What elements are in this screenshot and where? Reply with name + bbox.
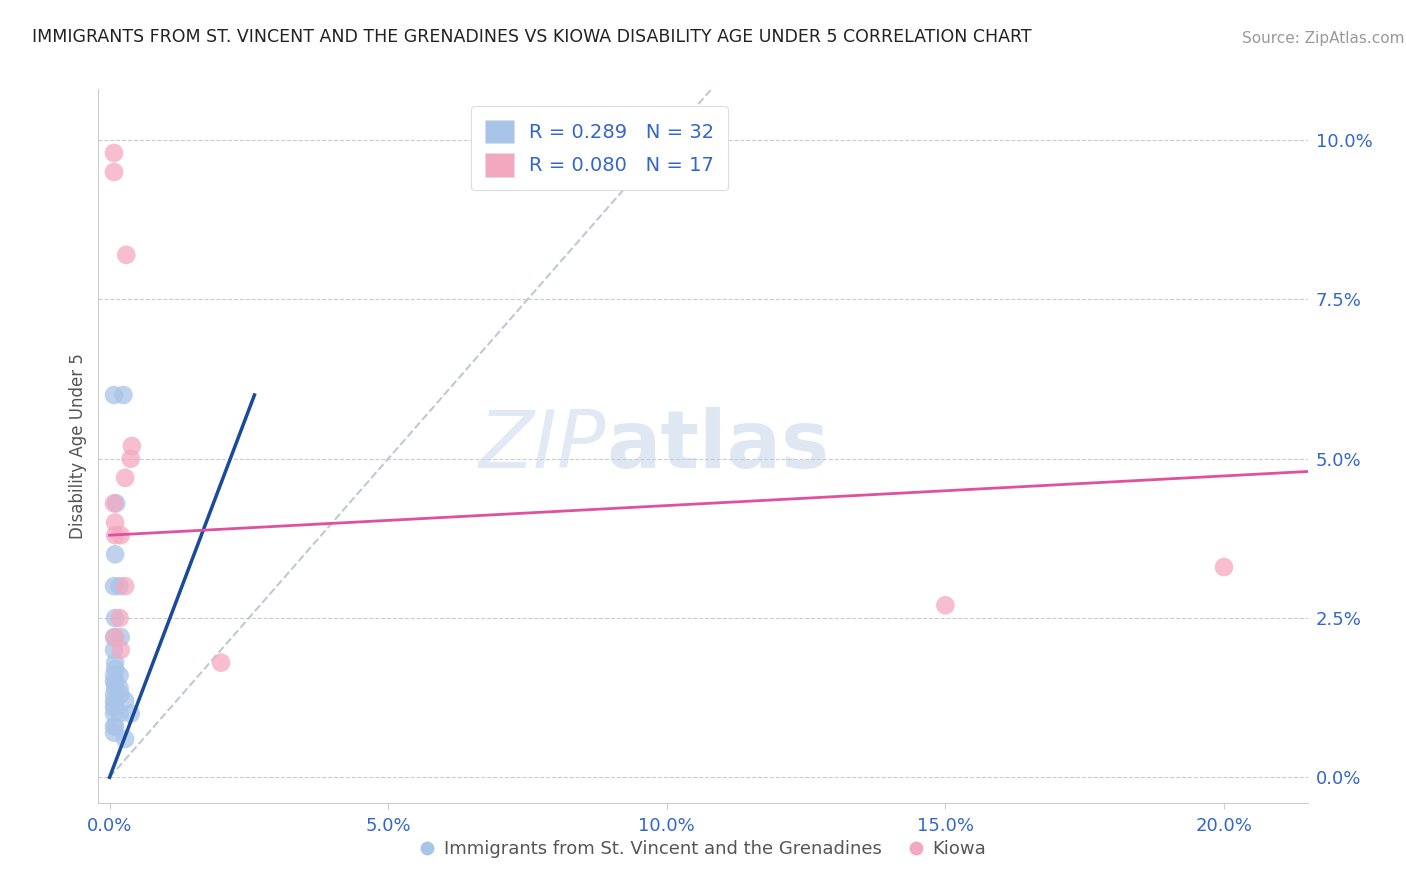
Legend: Immigrants from St. Vincent and the Grenadines, Kiowa: Immigrants from St. Vincent and the Gren… <box>413 833 993 865</box>
Point <box>103 579 125 593</box>
Point <box>103 496 125 510</box>
Point <box>114 471 136 485</box>
Point <box>114 694 136 708</box>
Point <box>110 688 132 702</box>
Point <box>104 611 127 625</box>
Point <box>104 719 127 733</box>
Point <box>103 674 125 689</box>
Point <box>104 630 127 644</box>
Point <box>104 528 127 542</box>
Point <box>120 706 142 721</box>
Point <box>103 694 125 708</box>
Point <box>934 599 956 613</box>
Point <box>104 674 127 689</box>
Point <box>108 681 131 695</box>
Point <box>103 719 125 733</box>
Y-axis label: Disability Age Under 5: Disability Age Under 5 <box>69 353 87 539</box>
Point <box>114 732 136 747</box>
Text: IMMIGRANTS FROM ST. VINCENT AND THE GRENADINES VS KIOWA DISABILITY AGE UNDER 5 C: IMMIGRANTS FROM ST. VINCENT AND THE GREN… <box>32 29 1032 46</box>
Point <box>110 643 132 657</box>
Point <box>108 579 131 593</box>
Point <box>114 579 136 593</box>
Text: atlas: atlas <box>606 407 830 485</box>
Point <box>103 706 125 721</box>
Point <box>104 662 127 676</box>
Point <box>103 388 125 402</box>
Point <box>115 248 138 262</box>
Point <box>103 688 125 702</box>
Point <box>104 700 127 714</box>
Point <box>103 668 125 682</box>
Point <box>108 668 131 682</box>
Point <box>110 630 132 644</box>
Point <box>103 145 125 160</box>
Point <box>1213 560 1236 574</box>
Point <box>110 528 132 542</box>
Point <box>112 388 135 402</box>
Point <box>104 694 127 708</box>
Text: Source: ZipAtlas.com: Source: ZipAtlas.com <box>1241 31 1405 46</box>
Point <box>103 165 125 179</box>
Point <box>108 611 131 625</box>
Point <box>103 630 125 644</box>
Point <box>120 451 142 466</box>
Point <box>104 547 127 561</box>
Point <box>105 496 128 510</box>
Point <box>104 681 127 695</box>
Point <box>103 643 125 657</box>
Point <box>108 706 131 721</box>
Point <box>121 439 143 453</box>
Point <box>209 656 232 670</box>
Point <box>103 700 125 714</box>
Point <box>104 656 127 670</box>
Text: ZIP: ZIP <box>479 407 606 485</box>
Point <box>103 725 125 739</box>
Point <box>104 516 127 530</box>
